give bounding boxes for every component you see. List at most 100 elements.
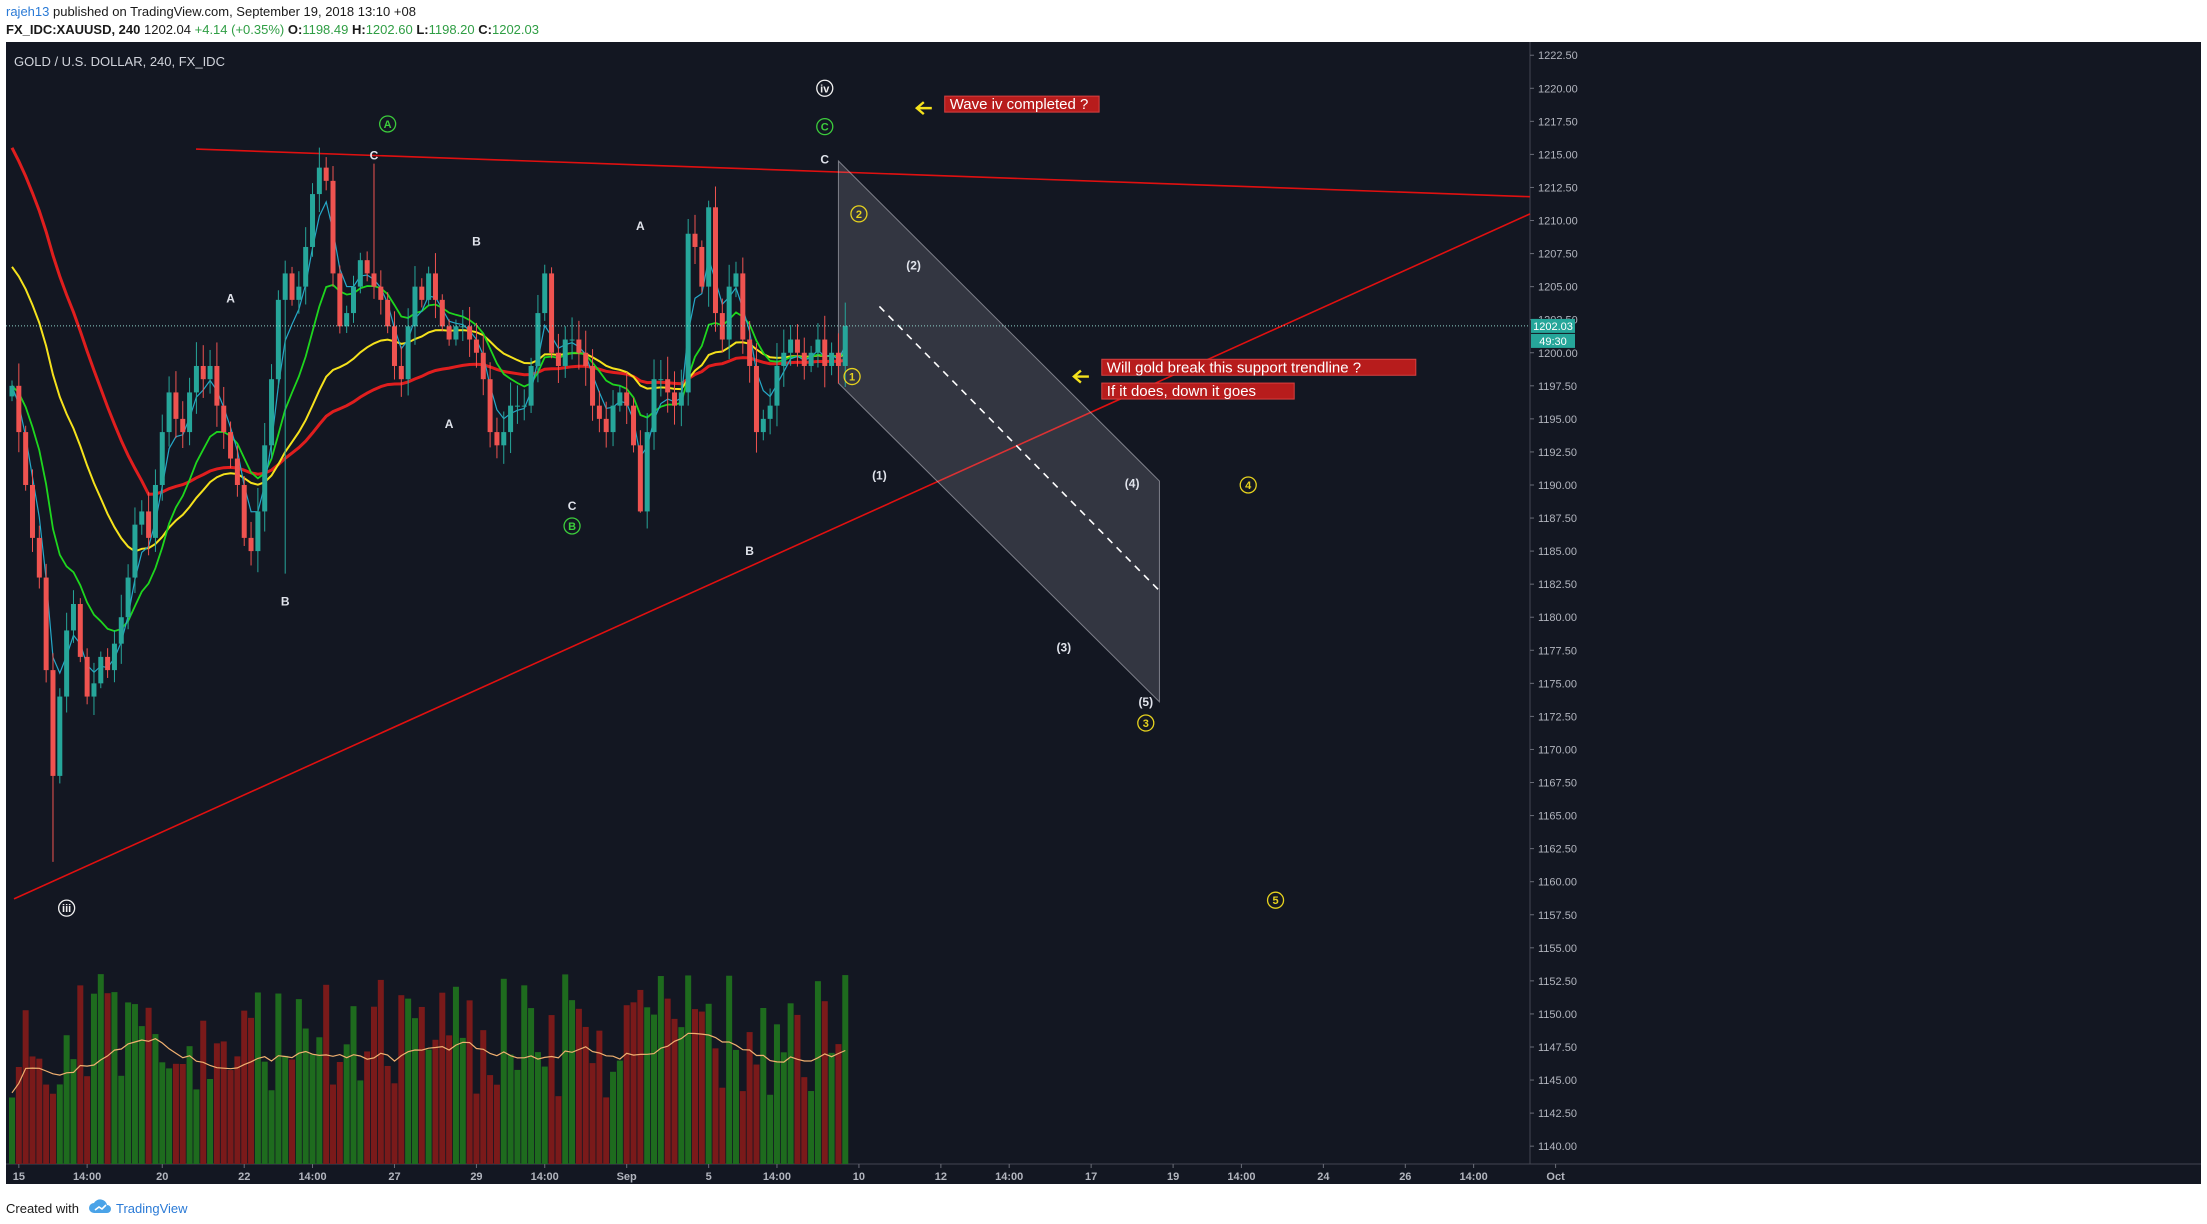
time-tick-label: Oct: [1546, 1171, 1565, 1183]
candle-body: [91, 683, 97, 697]
candle-body: [610, 405, 616, 433]
candle-body: [125, 577, 131, 618]
candle-body: [310, 194, 316, 247]
candle-body: [207, 365, 213, 380]
volume-bar: [753, 1064, 760, 1164]
volume-bar: [746, 1032, 753, 1164]
candle-body: [829, 352, 835, 366]
volume-bar: [493, 1084, 500, 1164]
time-tick-label: Sep: [617, 1171, 637, 1183]
volume-bar: [828, 1052, 835, 1164]
price-tick-label: 1157.50: [1538, 910, 1577, 922]
candle-body: [337, 273, 343, 327]
price-tick-label: 1195.00: [1538, 414, 1577, 426]
high-label: H:: [351, 22, 366, 37]
volume-bar: [616, 1060, 623, 1164]
candle-body: [23, 432, 29, 485]
volume-bar: [405, 998, 412, 1164]
volume-bar: [739, 1091, 746, 1164]
volume-bar: [49, 1093, 56, 1164]
tradingview-link[interactable]: TradingView: [116, 1201, 188, 1216]
candle-body: [781, 352, 787, 366]
candle-body: [262, 445, 268, 512]
time-tick-label: 14:00: [1460, 1171, 1488, 1183]
volume-bar: [70, 1059, 77, 1164]
author-link[interactable]: rajeh13: [6, 4, 50, 19]
volume-bar: [36, 1058, 43, 1164]
volume-bar: [357, 1080, 364, 1164]
volume-bar: [97, 974, 104, 1164]
wave-circle: [1266, 891, 1285, 909]
candle-body: [487, 379, 493, 433]
candle-body: [16, 385, 22, 433]
wave-circle-text: iii: [62, 903, 71, 915]
volume-bar: [685, 975, 692, 1164]
price-tick-label: 1192.50: [1538, 447, 1577, 459]
candle-body: [289, 273, 295, 300]
candle-body: [501, 432, 507, 446]
volume-bar: [507, 1054, 514, 1164]
chart-area[interactable]: 1222.50 1220.00 1217.50 1215.00 1212.50 1210.…: [6, 42, 2201, 1184]
candle-body: [460, 326, 466, 328]
volume-bar: [370, 1006, 377, 1164]
volume-bar: [152, 1034, 159, 1164]
high-value: 1202.60: [365, 22, 413, 37]
volume-bar: [664, 998, 671, 1164]
candle-body: [84, 656, 90, 697]
candle-body: [555, 352, 561, 366]
published-text: published on TradingView.com, September …: [49, 4, 416, 19]
price-tick-label: 1185.00: [1538, 546, 1577, 558]
volume-bar: [22, 1010, 29, 1164]
candle-body: [508, 405, 514, 433]
volume-bar: [678, 1027, 685, 1164]
price-tick-label: 1167.50: [1538, 778, 1577, 790]
candle-body: [480, 352, 486, 380]
candle-body: [712, 207, 718, 314]
price-tick-label: 1215.00: [1538, 149, 1578, 161]
candle-body: [357, 260, 363, 287]
volume-bar: [56, 1084, 63, 1164]
volume-bar: [391, 1083, 398, 1164]
volume-bar: [282, 1055, 289, 1164]
price-change: +4.14 (+0.35%): [194, 22, 285, 37]
volume-bar: [350, 1006, 357, 1164]
candle-body: [822, 339, 828, 366]
candle-body: [282, 273, 288, 300]
price-axis-panel: [1530, 42, 2201, 1184]
price-tick-label: 1210.00: [1538, 216, 1578, 228]
candle-body: [665, 379, 671, 393]
candle-body: [200, 365, 206, 380]
candle-body: [535, 313, 541, 366]
candle-body: [528, 365, 534, 406]
candles-layer: [9, 147, 848, 862]
candle-body: [152, 484, 158, 538]
close-label: C:: [478, 22, 492, 37]
candle-body: [651, 379, 657, 433]
volume-bar: [63, 1035, 70, 1164]
price-tick-label: 1155.00: [1538, 943, 1577, 955]
wave-circle: [1137, 714, 1155, 732]
candle-body: [699, 246, 705, 287]
volume-bar: [316, 1037, 323, 1164]
volume-bar: [801, 1077, 808, 1164]
price-tick-label: 1175.00: [1538, 678, 1577, 690]
candle-body: [180, 418, 186, 433]
publish-info: rajeh13 published on TradingView.com, Se…: [6, 4, 416, 19]
volume-bar: [336, 1062, 343, 1164]
candle-body: [494, 432, 500, 446]
price-label-text: 1202.03: [1533, 321, 1573, 333]
volume-bar: [15, 1066, 22, 1164]
annotation-box: [1101, 358, 1417, 376]
arrow-left-icon: [914, 101, 932, 116]
volume-bar: [575, 1008, 582, 1164]
volume-bar: [43, 1084, 50, 1164]
low-label: L:: [416, 22, 429, 37]
chart-svg[interactable]: 1222.50 1220.00 1217.50 1215.00 1212.50 1210.…: [6, 42, 2201, 1184]
volume-bar: [172, 1063, 179, 1164]
price-tick-label: 1150.00: [1538, 1009, 1577, 1021]
volume-bar: [698, 1011, 705, 1164]
wave-label: C: [820, 153, 829, 167]
volume-bar: [131, 1004, 138, 1164]
wave-label: B: [745, 544, 754, 558]
tradingview-cloud-icon[interactable]: [88, 1199, 112, 1215]
